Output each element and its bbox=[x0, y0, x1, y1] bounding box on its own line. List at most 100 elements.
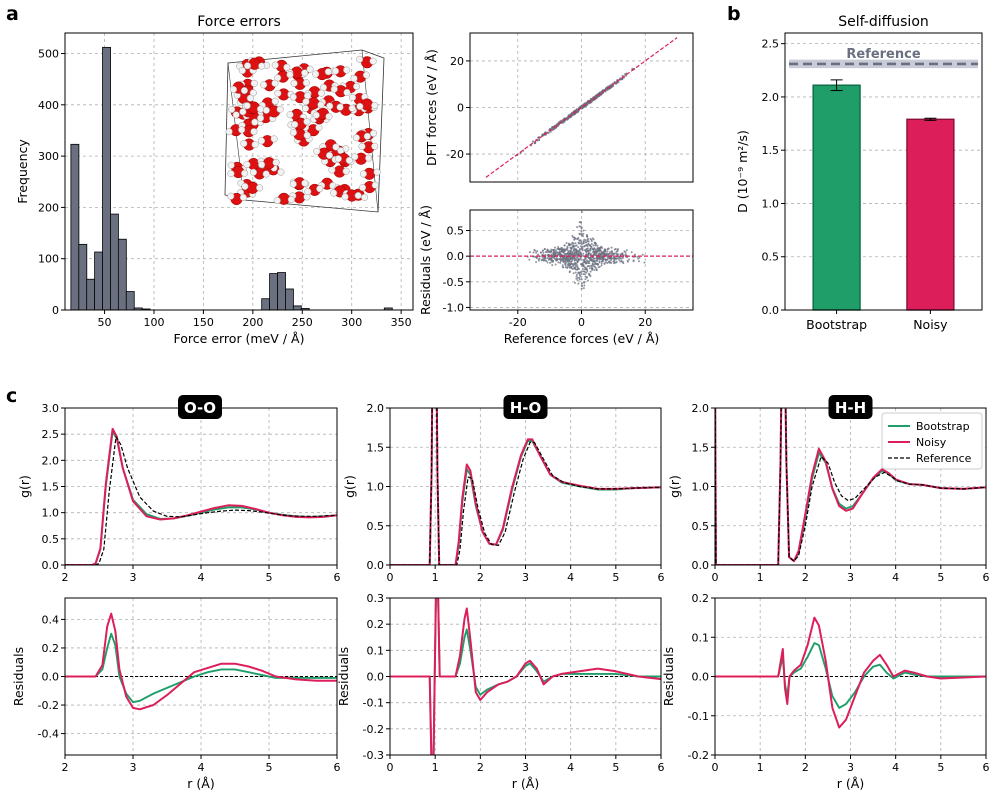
scatter-point bbox=[574, 271, 577, 274]
hydrogen-atom bbox=[371, 101, 379, 110]
hydrogen-atom bbox=[356, 102, 364, 110]
plot-frame bbox=[469, 32, 694, 183]
legend-label: Noisy bbox=[916, 436, 947, 449]
scatter-point bbox=[582, 273, 585, 276]
y-tick-label: 0.0 bbox=[42, 559, 60, 572]
scatter-point bbox=[585, 244, 588, 247]
bar-bootstrap bbox=[812, 84, 861, 311]
x-tick-label: 200 bbox=[242, 316, 263, 329]
scatter-point bbox=[564, 257, 567, 260]
x-tick-label: 1 bbox=[757, 761, 764, 774]
y-tick-label: -0.1 bbox=[363, 697, 384, 710]
y-tick-label: 0.2 bbox=[367, 618, 385, 631]
hydrogen-atom bbox=[227, 161, 235, 169]
scatter-point bbox=[595, 268, 598, 271]
histogram-bar bbox=[292, 305, 302, 311]
scatter-point bbox=[562, 266, 565, 269]
category-label: Noisy bbox=[913, 317, 948, 332]
scatter-point bbox=[543, 258, 546, 261]
scatter-point bbox=[596, 244, 599, 247]
scatter-point bbox=[575, 277, 578, 280]
self-diffusion-panel: 0.0 0.5 1.0 1.5 2.0 2.5 D (10⁻⁹ m²/s) Self-diff… bbox=[735, 14, 983, 332]
scatter-point bbox=[619, 257, 622, 260]
scatter-point bbox=[581, 254, 584, 257]
scatter-point bbox=[581, 268, 584, 271]
scatter-point bbox=[559, 250, 562, 253]
scatter-point bbox=[595, 243, 598, 246]
hydrogen-atom bbox=[241, 182, 249, 191]
scatter-point bbox=[638, 260, 641, 263]
scatter-point bbox=[597, 248, 600, 251]
force-errors-panel: 0 100 200 300 400 500 50 100 150 200 250 300 350 Forc… bbox=[15, 14, 414, 346]
scatter-point bbox=[632, 259, 635, 262]
scatter-point bbox=[584, 278, 587, 281]
scatter-point bbox=[547, 131, 550, 135]
hydrogen-atom bbox=[360, 193, 369, 201]
scatter-point bbox=[593, 265, 596, 268]
scatter-point bbox=[535, 261, 538, 264]
scatter-point bbox=[599, 255, 602, 258]
scatter-point bbox=[582, 261, 585, 264]
scatter-point bbox=[550, 249, 553, 252]
scatter-point bbox=[589, 247, 592, 250]
scatter-point bbox=[587, 260, 590, 263]
hydrogen-atom bbox=[326, 102, 334, 110]
oxygen-atom bbox=[307, 97, 320, 110]
scatter-point bbox=[544, 253, 547, 256]
x-tick-label: 2 bbox=[477, 571, 484, 584]
plot-frame bbox=[64, 32, 414, 311]
scatter-point bbox=[574, 248, 577, 251]
hydrogen-atom bbox=[317, 89, 325, 97]
scatter-point bbox=[578, 225, 581, 228]
y-tick-label: 2.5 bbox=[42, 428, 60, 441]
scatter-point bbox=[536, 256, 539, 259]
scatter-point bbox=[574, 242, 577, 245]
y-tick-label: 1.0 bbox=[42, 507, 60, 520]
series-lines bbox=[715, 408, 986, 565]
scatter-point bbox=[566, 249, 569, 252]
scatter-point bbox=[570, 259, 573, 262]
scatter-point bbox=[581, 270, 584, 273]
scatter-point bbox=[551, 260, 554, 263]
scatter-point bbox=[593, 268, 596, 271]
hydrogen-atom bbox=[249, 168, 257, 176]
pair-badge bbox=[503, 395, 548, 419]
scatter-point bbox=[608, 252, 611, 255]
scatter-point bbox=[552, 127, 555, 130]
chart-title: Force errors bbox=[197, 14, 281, 30]
scatter-point bbox=[638, 256, 641, 259]
hydrogen-atom bbox=[352, 134, 360, 142]
scatter-point bbox=[609, 84, 612, 87]
scatter-point bbox=[567, 257, 570, 260]
scatter-point bbox=[597, 266, 600, 269]
scatter-point bbox=[604, 258, 607, 261]
hydrogen-atom bbox=[243, 161, 251, 169]
y-tick-label: -20 bbox=[446, 148, 464, 161]
x-tick-label: 350 bbox=[391, 316, 412, 329]
scatter-point bbox=[541, 258, 544, 261]
plot-frame bbox=[714, 597, 987, 756]
scatter-point bbox=[589, 270, 592, 273]
scatter-point bbox=[579, 275, 582, 278]
scatter-point bbox=[586, 259, 589, 262]
scatter-point bbox=[596, 262, 599, 265]
x-tick-label: -20 bbox=[509, 316, 527, 329]
scatter-point bbox=[551, 264, 554, 267]
scatter-point bbox=[581, 247, 584, 250]
scatter-point bbox=[586, 245, 589, 248]
hydrogen-atom bbox=[250, 79, 258, 87]
x-tick-label: 4 bbox=[198, 571, 205, 584]
scatter-point bbox=[580, 278, 583, 281]
x-axis-label: r (Å) bbox=[512, 776, 539, 791]
scatter-point bbox=[561, 264, 564, 267]
scatter-point bbox=[572, 272, 575, 275]
scatter-point bbox=[575, 275, 578, 278]
y-tick-label: 3.0 bbox=[42, 402, 60, 415]
x-tick-label: 2 bbox=[802, 571, 809, 584]
scatter-point bbox=[624, 251, 627, 254]
scatter-point bbox=[625, 249, 628, 252]
x-tick-label: 6 bbox=[334, 761, 341, 774]
hydrogen-atom bbox=[324, 68, 332, 76]
scatter-point bbox=[559, 253, 562, 256]
scatter-point bbox=[586, 249, 589, 252]
